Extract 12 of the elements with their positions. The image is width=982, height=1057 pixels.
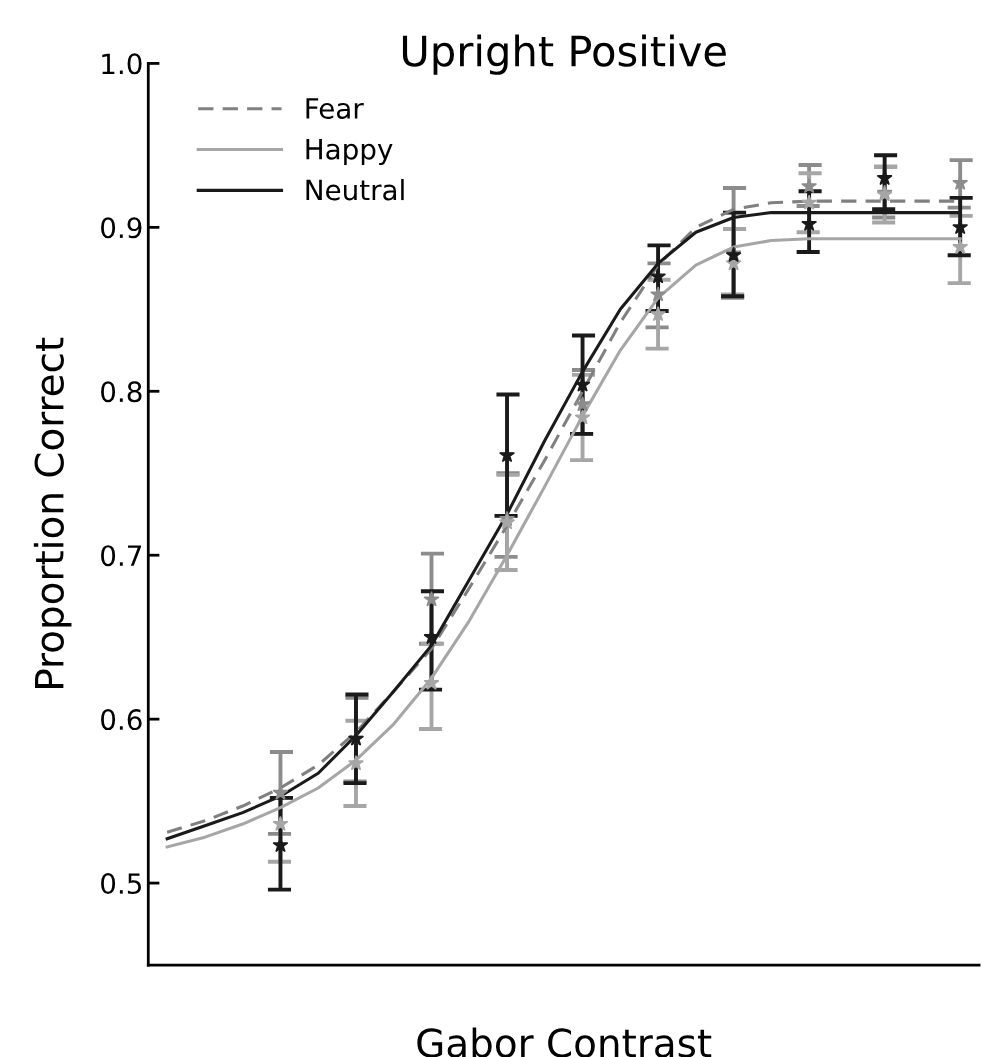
legend-label: Fear [306,98,364,119]
y-tick-label: 0.8 [101,381,142,403]
x-axis-title: Gabor Contrast [417,1027,712,1057]
y-tick-label: 0.7 [101,545,142,567]
y-tick-label: 1.0 [102,53,142,75]
legend-label: Happy [306,139,393,166]
y-axis-title: Proportion Correct [33,337,72,688]
y-tick-label: 0.6 [101,709,142,731]
legend-label: Neutral [306,178,404,201]
y-tick-label: 0.9 [101,217,142,239]
chart-title: Upright Positive [402,34,726,75]
y-tick-label: 0.5 [101,873,141,895]
